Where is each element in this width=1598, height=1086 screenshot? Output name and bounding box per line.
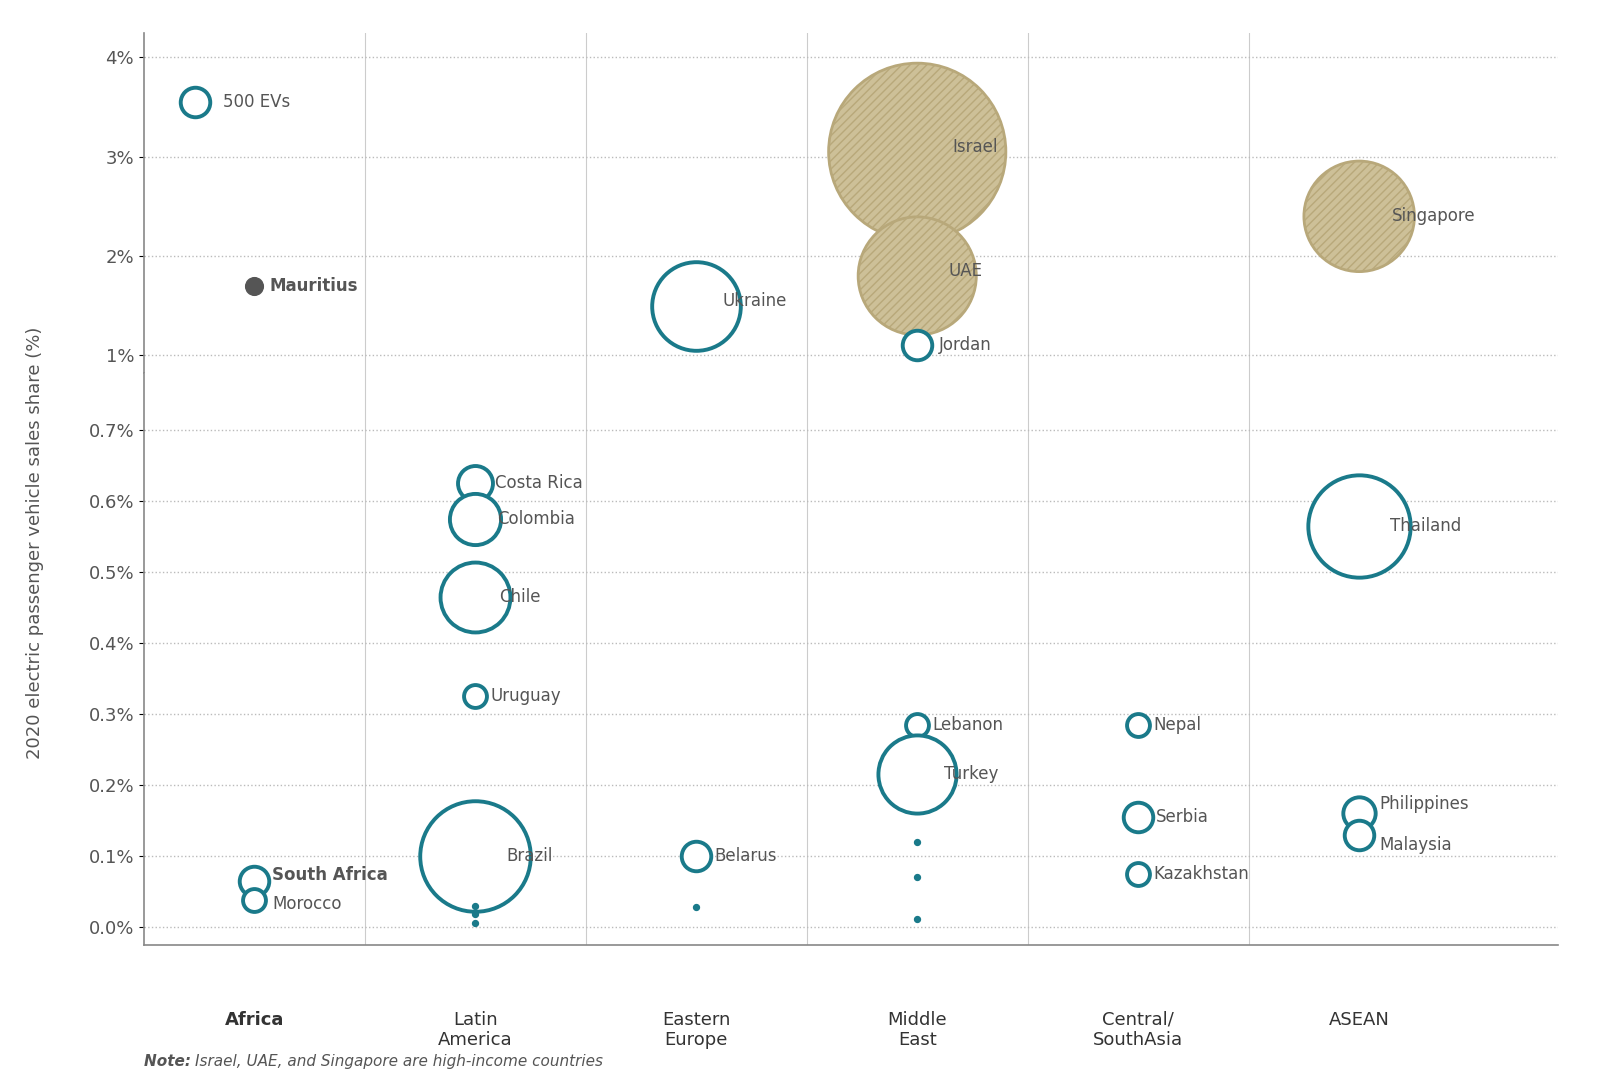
Text: Morocco: Morocco <box>272 895 342 913</box>
Text: Brazil: Brazil <box>507 847 553 866</box>
Point <box>462 475 487 492</box>
Point <box>462 897 487 914</box>
Text: Israel, UAE, and Singapore are high-income countries: Israel, UAE, and Singapore are high-inco… <box>195 1053 602 1069</box>
Point <box>904 143 930 161</box>
Text: Philippines: Philippines <box>1379 795 1469 812</box>
Point <box>904 766 930 783</box>
Text: Malaysia: Malaysia <box>1379 836 1451 854</box>
Point <box>241 872 267 889</box>
Text: Central/
SouthAsia: Central/ SouthAsia <box>1093 1011 1183 1049</box>
Point <box>1347 517 1373 534</box>
Point <box>684 298 710 315</box>
Point <box>462 847 487 864</box>
Text: Thailand: Thailand <box>1390 517 1461 535</box>
Text: Africa: Africa <box>225 1011 284 1028</box>
Point <box>684 847 710 864</box>
Point <box>241 892 267 909</box>
Point <box>1125 716 1151 733</box>
Point <box>462 906 487 923</box>
Point <box>904 267 930 285</box>
Point <box>462 589 487 606</box>
Text: Latin
America: Latin America <box>438 1011 513 1049</box>
Point <box>1347 826 1373 844</box>
Text: 2020 electric passenger vehicle sales share (%): 2020 electric passenger vehicle sales sh… <box>26 327 45 759</box>
Text: Belarus: Belarus <box>714 847 777 866</box>
Text: Uruguay: Uruguay <box>491 687 561 705</box>
Text: Note:: Note: <box>144 1053 197 1069</box>
Text: Colombia: Colombia <box>497 509 575 528</box>
Point <box>462 687 487 705</box>
Text: Costa Rica: Costa Rica <box>495 475 583 492</box>
Text: Middle
East: Middle East <box>887 1011 948 1049</box>
Text: ASEAN: ASEAN <box>1328 1011 1390 1028</box>
Point <box>1125 866 1151 883</box>
Text: Mauritius: Mauritius <box>270 277 358 295</box>
Text: 500 EVs: 500 EVs <box>224 93 291 111</box>
Point <box>462 510 487 528</box>
Point <box>462 914 487 932</box>
Text: Singapore: Singapore <box>1392 207 1477 226</box>
Point <box>904 716 930 733</box>
Text: Nepal: Nepal <box>1154 716 1202 734</box>
Text: Serbia: Serbia <box>1155 808 1208 826</box>
Point <box>904 869 930 886</box>
Point <box>684 898 710 915</box>
Point <box>182 93 208 111</box>
Text: South Africa: South Africa <box>272 867 388 884</box>
Text: Eastern
Europe: Eastern Europe <box>662 1011 730 1049</box>
Point <box>1347 805 1373 822</box>
Text: Ukraine: Ukraine <box>722 292 788 310</box>
Point <box>1125 808 1151 825</box>
Text: Lebanon: Lebanon <box>933 716 1004 734</box>
Point <box>241 277 267 294</box>
Point <box>904 910 930 927</box>
Point <box>1347 207 1373 225</box>
Text: Kazakhstan: Kazakhstan <box>1154 864 1250 883</box>
Point <box>904 833 930 850</box>
Text: Turkey: Turkey <box>944 766 999 783</box>
Text: UAE: UAE <box>948 262 983 280</box>
Text: Chile: Chile <box>500 588 542 606</box>
Text: Jordan: Jordan <box>940 337 992 354</box>
Text: Israel: Israel <box>952 138 999 155</box>
Point <box>904 337 930 354</box>
